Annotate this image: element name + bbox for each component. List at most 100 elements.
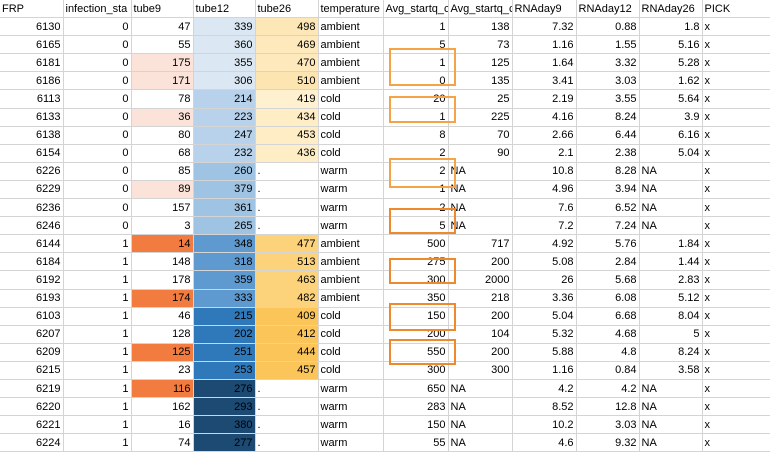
cell-avg-startq-1[interactable]: 0 [383,71,449,91]
cell-tube26[interactable]: 513 [255,252,319,272]
cell-temperature[interactable]: warm [318,379,384,399]
cell-pick[interactable]: x [702,379,770,399]
cell-avg-startq-2[interactable]: NA [448,198,513,218]
cell-rnaday26[interactable]: 3.58 [639,361,703,380]
cell-rnaday26[interactable]: 5.04 [639,144,703,163]
cell-frp[interactable]: 6193 [0,289,64,308]
cell-avg-startq-1[interactable]: 150 [383,307,449,326]
cell-tube26[interactable]: 434 [255,108,319,127]
cell-rnaday26[interactable]: 1.62 [639,71,703,91]
cell-avg-startq-2[interactable]: 200 [448,343,513,362]
cell-frp[interactable]: 6229 [0,180,64,200]
cell-infection-status[interactable]: 1 [63,325,132,344]
cell-pick[interactable]: x [702,252,770,272]
cell-frp[interactable]: 6209 [0,343,64,362]
cell-avg-startq-2[interactable]: NA [448,397,513,417]
cell-tube12[interactable]: 348 [193,234,256,254]
cell-pick[interactable]: x [702,289,770,308]
cell-tube9[interactable]: 78 [131,89,194,109]
cell-tube26[interactable]: 498 [255,17,319,37]
cell-frp[interactable]: 6144 [0,234,64,254]
cell-frp[interactable]: 6246 [0,216,64,236]
cell-rnaday26[interactable]: 2.83 [639,270,703,290]
cell-temperature[interactable]: warm [318,216,384,236]
cell-rnaday9[interactable]: 4.96 [512,180,577,200]
cell-rnaday12[interactable]: 3.03 [576,71,640,91]
cell-tube26[interactable]: 482 [255,289,319,308]
cell-avg-startq-2[interactable]: 125 [448,53,513,73]
cell-tube9[interactable]: 162 [131,397,194,417]
cell-tube26[interactable]: 469 [255,35,319,55]
header-avg-startq-1[interactable]: Avg_startq_c [383,0,449,19]
cell-rnaday26[interactable]: 1.8 [639,17,703,37]
cell-avg-startq-2[interactable]: 135 [448,71,513,91]
cell-tube26[interactable]: 453 [255,126,319,145]
cell-frp[interactable]: 6181 [0,53,64,73]
cell-tube12[interactable]: 223 [193,108,256,127]
cell-temperature[interactable]: cold [318,108,384,127]
cell-tube9[interactable]: 148 [131,252,194,272]
cell-tube9[interactable]: 157 [131,198,194,218]
cell-temperature[interactable]: ambient [318,35,384,55]
cell-infection-status[interactable]: 1 [63,397,132,417]
cell-tube26[interactable]: 477 [255,234,319,254]
cell-rnaday9[interactable]: 10.2 [512,415,577,435]
cell-tube26[interactable]: 412 [255,325,319,344]
cell-avg-startq-1[interactable]: 200 [383,325,449,344]
cell-rnaday12[interactable]: 3.32 [576,53,640,73]
cell-temperature[interactable]: cold [318,144,384,163]
cell-frp[interactable]: 6113 [0,89,64,109]
cell-pick[interactable]: x [702,89,770,109]
cell-temperature[interactable]: warm [318,397,384,417]
cell-tube12[interactable]: 253 [193,361,256,380]
cell-tube12[interactable]: 379 [193,180,256,200]
cell-rnaday12[interactable]: 0.88 [576,17,640,37]
cell-avg-startq-1[interactable]: 5 [383,35,449,55]
cell-avg-startq-1[interactable]: 650 [383,379,449,399]
cell-rnaday26[interactable]: 3.9 [639,108,703,127]
cell-avg-startq-2[interactable]: 218 [448,289,513,308]
cell-rnaday9[interactable]: 7.32 [512,17,577,37]
cell-temperature[interactable]: warm [318,433,384,452]
cell-frp[interactable]: 6154 [0,144,64,163]
cell-tube12[interactable]: 277 [193,433,256,452]
cell-rnaday12[interactable]: 3.55 [576,89,640,109]
cell-avg-startq-1[interactable]: 2 [383,144,449,163]
cell-tube9[interactable]: 175 [131,53,194,73]
cell-tube9[interactable]: 174 [131,289,194,308]
cell-frp[interactable]: 6186 [0,71,64,91]
cell-temperature[interactable]: ambient [318,234,384,254]
cell-rnaday12[interactable]: 1.55 [576,35,640,55]
cell-rnaday12[interactable]: 6.08 [576,289,640,308]
cell-rnaday12[interactable]: 3.03 [576,415,640,435]
cell-temperature[interactable]: cold [318,307,384,326]
cell-rnaday26[interactable]: 1.84 [639,234,703,254]
cell-temperature[interactable]: warm [318,198,384,218]
cell-pick[interactable]: x [702,343,770,362]
cell-pick[interactable]: x [702,144,770,163]
cell-rnaday9[interactable]: 4.16 [512,108,577,127]
cell-infection-status[interactable]: 1 [63,234,132,254]
cell-avg-startq-2[interactable]: NA [448,415,513,435]
cell-tube26[interactable]: . [255,433,319,452]
cell-tube9[interactable]: 125 [131,343,194,362]
cell-pick[interactable]: x [702,108,770,127]
cell-tube9[interactable]: 46 [131,307,194,326]
cell-pick[interactable]: x [702,17,770,37]
cell-temperature[interactable]: warm [318,180,384,200]
cell-rnaday9[interactable]: 7.2 [512,216,577,236]
cell-avg-startq-1[interactable]: 5 [383,216,449,236]
cell-rnaday26[interactable]: NA [639,198,703,218]
cell-temperature[interactable]: cold [318,89,384,109]
cell-rnaday9[interactable]: 5.04 [512,307,577,326]
cell-rnaday26[interactable]: NA [639,433,703,452]
cell-pick[interactable]: x [702,270,770,290]
cell-rnaday26[interactable]: NA [639,216,703,236]
cell-rnaday9[interactable]: 2.66 [512,126,577,145]
cell-temperature[interactable]: ambient [318,53,384,73]
cell-frp[interactable]: 6226 [0,162,64,181]
cell-tube9[interactable]: 55 [131,35,194,55]
cell-rnaday26[interactable]: NA [639,162,703,181]
cell-frp[interactable]: 6215 [0,361,64,380]
cell-frp[interactable]: 6236 [0,198,64,218]
